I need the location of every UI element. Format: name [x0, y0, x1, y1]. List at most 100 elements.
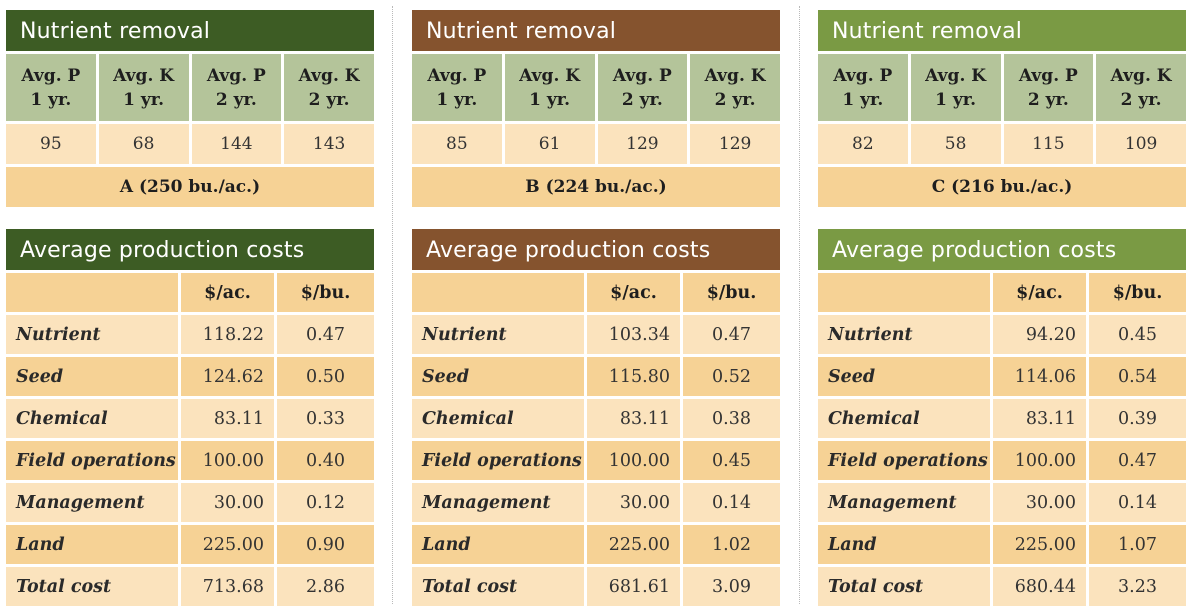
production-costs-title: Average production costs — [818, 229, 1186, 270]
costs-header-cell — [818, 273, 990, 312]
costs-header-cell: $/bu. — [683, 273, 780, 312]
nutrient-header-text: 2 yr. — [621, 89, 663, 110]
cost-per-acre: 124.62 — [181, 357, 274, 396]
cost-item-label: Field operations — [412, 441, 584, 480]
cost-item-label: Chemical — [818, 399, 990, 438]
costs-header-cell — [6, 273, 178, 312]
cost-per-bushel: 0.33 — [277, 399, 374, 438]
cost-per-acre: 83.11 — [181, 399, 274, 438]
costs-header-row: $/ac. $/bu. — [412, 273, 780, 312]
cost-row: Management 30.00 0.14 — [412, 483, 780, 522]
nutrient-header-cell: Avg. P 2 yr. — [191, 54, 282, 121]
nutrient-header-row: Avg. P 1 yr. Avg. K 1 yr. Avg. P 2 yr. Avg. K 2… — [6, 54, 374, 121]
cost-item-label: Chemical — [6, 399, 178, 438]
costs-header-row: $/ac. $/bu. — [6, 273, 374, 312]
cost-per-bushel: 0.45 — [1089, 315, 1186, 354]
cost-item-label: Nutrient — [412, 315, 584, 354]
cost-row: Chemical 83.11 0.33 — [6, 399, 374, 438]
nutrient-header-cell: Avg. P 1 yr. — [818, 54, 908, 121]
cost-per-bushel: 0.14 — [683, 483, 780, 522]
cost-row: Nutrient 94.20 0.45 — [818, 315, 1186, 354]
costs-header-cell: $/ac. — [993, 273, 1086, 312]
cost-per-acre: 103.34 — [587, 315, 680, 354]
cost-item-label: Field operations — [6, 441, 178, 480]
panel-divider — [799, 6, 800, 604]
cost-per-acre: 30.00 — [993, 483, 1086, 522]
cost-row: Nutrient 118.22 0.47 — [6, 315, 374, 354]
variety-label-row: A (250 bu./ac.) — [6, 167, 374, 207]
cost-per-acre: 30.00 — [181, 483, 274, 522]
nutrient-values-row: 95 68 144 143 — [6, 124, 374, 164]
costs-header-row: $/ac. $/bu. — [818, 273, 1186, 312]
cost-per-bushel: 0.50 — [277, 357, 374, 396]
nutrient-header-text: Avg. P — [612, 65, 672, 86]
cost-per-acre: 114.06 — [993, 357, 1086, 396]
nutrient-removal-title: Nutrient removal — [818, 10, 1186, 51]
nutrient-header-cell: Avg. K 2 yr. — [690, 54, 780, 121]
cost-per-bushel: 0.12 — [277, 483, 374, 522]
cost-per-acre: 118.22 — [181, 315, 274, 354]
cost-item-label: Seed — [412, 357, 584, 396]
cost-row: Total cost 681.61 3.09 — [412, 567, 780, 606]
nutrient-value-cell: 109 — [1096, 124, 1186, 164]
cost-item-label: Field operations — [818, 441, 990, 480]
cost-per-acre: 225.00 — [587, 525, 680, 564]
nutrient-header-text: Avg. P — [427, 65, 487, 86]
nutrient-header-text: 1 yr. — [842, 89, 884, 110]
cost-row: Total cost 713.68 2.86 — [6, 567, 374, 606]
nutrient-value-cell: 95 — [6, 124, 96, 164]
cost-item-label: Management — [412, 483, 584, 522]
panel-divider — [392, 6, 393, 604]
nutrient-header-text: Avg. K — [1110, 65, 1172, 86]
cost-item-label: Nutrient — [818, 315, 990, 354]
cost-item-label: Management — [6, 483, 178, 522]
cost-per-bushel: 0.39 — [1089, 399, 1186, 438]
cost-row: Land 225.00 1.02 — [412, 525, 780, 564]
nutrient-header-cell: Avg. P 2 yr. — [597, 54, 688, 121]
cost-item-label: Land — [412, 525, 584, 564]
production-costs-table: Average production costs $/ac. $/bu. Nutrie… — [818, 229, 1186, 606]
cost-per-acre: 83.11 — [993, 399, 1086, 438]
nutrient-header-text: Avg. K — [113, 65, 175, 86]
cost-row: Field operations 100.00 0.45 — [412, 441, 780, 480]
nutrient-header-text: Avg. K — [704, 65, 766, 86]
cost-per-bushel: 0.52 — [683, 357, 780, 396]
nutrient-value-cell: 85 — [412, 124, 502, 164]
costs-header-cell — [412, 273, 584, 312]
nutrient-values-row: 85 61 129 129 — [412, 124, 780, 164]
nutrient-header-cell: Avg. K 2 yr. — [1096, 54, 1186, 121]
variety-label-row: B (224 bu./ac.) — [412, 167, 780, 207]
nutrient-value-cell: 144 — [191, 124, 282, 164]
cost-row: Field operations 100.00 0.40 — [6, 441, 374, 480]
nutrient-value-cell: 129 — [597, 124, 688, 164]
cost-per-bushel: 1.07 — [1089, 525, 1186, 564]
nutrient-header-cell: Avg. K 1 yr. — [910, 54, 1001, 121]
cost-per-bushel: 3.09 — [683, 567, 780, 606]
cost-item-label: Seed — [818, 357, 990, 396]
nutrient-value-cell: 129 — [690, 124, 780, 164]
cost-per-acre: 681.61 — [587, 567, 680, 606]
cost-per-acre: 100.00 — [587, 441, 680, 480]
cost-per-bushel: 1.02 — [683, 525, 780, 564]
cost-per-bushel: 0.90 — [277, 525, 374, 564]
nutrient-header-row: Avg. P 1 yr. Avg. K 1 yr. Avg. P 2 yr. Avg. K 2… — [818, 54, 1186, 121]
costs-header-cell: $/ac. — [587, 273, 680, 312]
nutrient-header-cell: Avg. P 1 yr. — [6, 54, 96, 121]
production-costs-table: Average production costs $/ac. $/bu. Nutrie… — [6, 229, 374, 606]
nutrient-removal-title: Nutrient removal — [412, 10, 780, 51]
nutrient-values-row: 82 58 115 109 — [818, 124, 1186, 164]
cost-per-bushel: 0.47 — [683, 315, 780, 354]
nutrient-header-text: Avg. P — [206, 65, 266, 86]
nutrient-header-text: 2 yr. — [714, 89, 756, 110]
cost-per-bushel: 0.47 — [277, 315, 374, 354]
cost-row: Chemical 83.11 0.38 — [412, 399, 780, 438]
cost-item-label: Total cost — [6, 567, 178, 606]
nutrient-value-cell: 115 — [1003, 124, 1094, 164]
nutrient-header-cell: Avg. P 2 yr. — [1003, 54, 1094, 121]
variety-label: C (216 bu./ac.) — [818, 167, 1186, 207]
nutrient-value-cell: 58 — [910, 124, 1001, 164]
nutrient-value-cell: 68 — [98, 124, 189, 164]
nutrient-header-text: Avg. P — [1018, 65, 1078, 86]
cost-item-label: Total cost — [412, 567, 584, 606]
